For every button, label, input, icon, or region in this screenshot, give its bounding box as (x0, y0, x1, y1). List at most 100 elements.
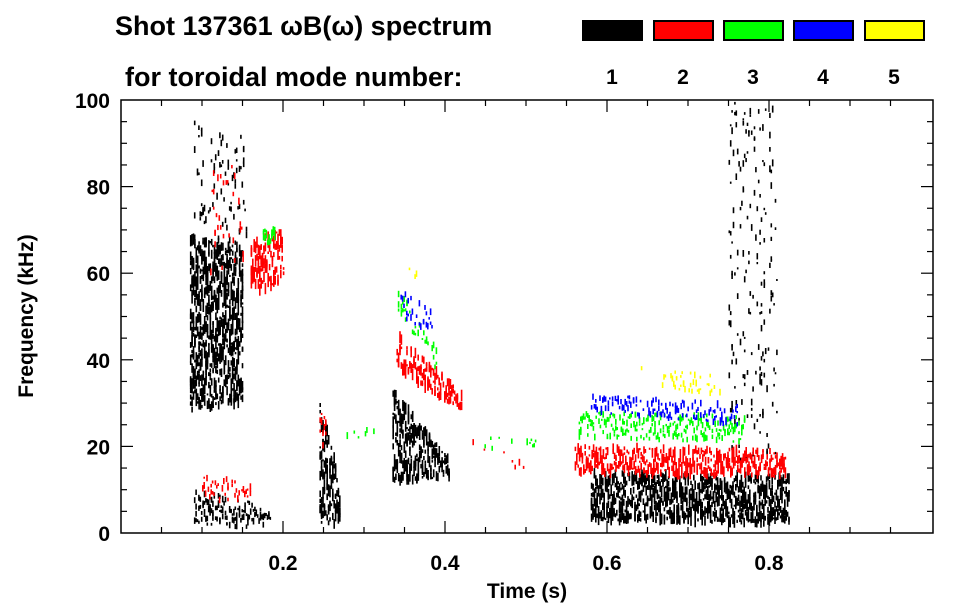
spectrum-point (721, 503, 723, 511)
spectrum-point (741, 200, 743, 206)
spectrum-point (753, 461, 756, 469)
spectrum-point (745, 129, 747, 134)
spectrum-point (195, 321, 198, 331)
spectrum-point (256, 243, 258, 247)
spectrum-point (726, 481, 729, 490)
spectrum-point (416, 427, 418, 438)
spectrum-point (658, 505, 660, 512)
spectrum-point (220, 139, 223, 147)
spectrum-point (622, 418, 624, 425)
spectrum-point (777, 508, 779, 520)
spectrum-point (223, 278, 226, 285)
spectrum-point (237, 281, 240, 290)
spectrum-point (637, 449, 640, 452)
spectrum-point (732, 507, 734, 511)
spectrum-point (706, 469, 708, 480)
spectrum-point (226, 274, 228, 285)
spectrum-point (771, 484, 773, 491)
spectrum-point (325, 512, 327, 516)
spectrum-point (212, 369, 214, 374)
spectrum-point (755, 234, 757, 241)
spectrum-point (446, 392, 449, 398)
spectrum-point (622, 465, 624, 471)
spectrum-point (191, 275, 193, 287)
spectrum-point (701, 514, 703, 526)
legend-swatch-mode-2 (653, 20, 714, 41)
spectrum-point (731, 127, 733, 135)
spectrum-point (681, 487, 684, 495)
spectrum-point (623, 471, 625, 484)
spectrum-point (781, 455, 784, 468)
spectrum-point (224, 382, 227, 388)
spectrum-point (280, 229, 282, 239)
spectrum-point (215, 312, 217, 321)
spectrum-point (333, 502, 335, 509)
spectrum-point (199, 268, 202, 272)
spectrum-point (642, 498, 645, 505)
spectrum-point (728, 489, 730, 499)
spectrum-point (702, 454, 704, 462)
spectrum-point (694, 417, 696, 421)
spectrum-point (215, 213, 218, 218)
spectrum-point (732, 149, 735, 157)
spectrum-point (322, 515, 324, 519)
spectrum-point (632, 489, 635, 494)
mode-2-feature (250, 229, 285, 296)
spectrum-point (399, 434, 401, 439)
spectrum-point (720, 429, 722, 432)
spectrum-point (248, 514, 251, 520)
spectrum-point (199, 288, 202, 293)
spectrum-point (771, 496, 773, 504)
spectrum-point (206, 515, 209, 522)
spectrum-point (219, 281, 221, 291)
spectrum-point (199, 299, 202, 311)
spectrum-point (748, 251, 750, 255)
spectrum-point (655, 461, 658, 469)
spectrum-point (223, 197, 225, 202)
spectrum-point (705, 507, 708, 514)
spectrum-point (237, 354, 240, 364)
spectrum-point (667, 456, 669, 468)
spectrum-point (734, 272, 736, 276)
spectrum-point (612, 413, 614, 417)
spectrum-point (588, 445, 591, 450)
spectrum-point (632, 486, 635, 490)
spectrum-point (329, 485, 331, 498)
spectrum-point (686, 458, 689, 467)
spectrum-point (735, 415, 737, 420)
spectrum-point (719, 388, 721, 396)
spectrum-point (226, 249, 228, 254)
spectrum-point (684, 477, 687, 486)
spectrum-point (238, 341, 241, 347)
spectrum-point (201, 374, 203, 386)
spectrum-point (322, 429, 324, 437)
spectrum-point (777, 463, 780, 467)
spectrum-point (599, 395, 601, 401)
spectrum-point (718, 436, 721, 440)
spectrum-point (210, 522, 213, 526)
spectrum-point (418, 451, 421, 463)
spectrum-point (686, 497, 688, 507)
spectrum-point (334, 465, 337, 471)
spectrum-point (217, 483, 219, 486)
spectrum-point (194, 385, 196, 389)
spectrum-point (641, 477, 643, 484)
spectrum-point (764, 348, 767, 355)
spectrum-point (252, 508, 255, 512)
spectrum-point (689, 382, 692, 388)
spectrum-point (749, 107, 752, 115)
spectrum-point (610, 412, 612, 415)
spectrum-point (646, 400, 649, 408)
spectrum-point (752, 447, 754, 455)
spectrum-point (725, 424, 728, 427)
spectrum-point (756, 206, 759, 212)
spectrum-point (399, 439, 401, 447)
spectrum-point (322, 496, 324, 507)
spectrum-point (700, 430, 702, 435)
spectrum-point (758, 512, 761, 522)
spectrum-point (723, 466, 725, 477)
spectrum-point (662, 454, 665, 458)
spectrum-point (483, 448, 486, 451)
spectrum-point (606, 447, 609, 456)
spectrum-point (679, 457, 682, 463)
